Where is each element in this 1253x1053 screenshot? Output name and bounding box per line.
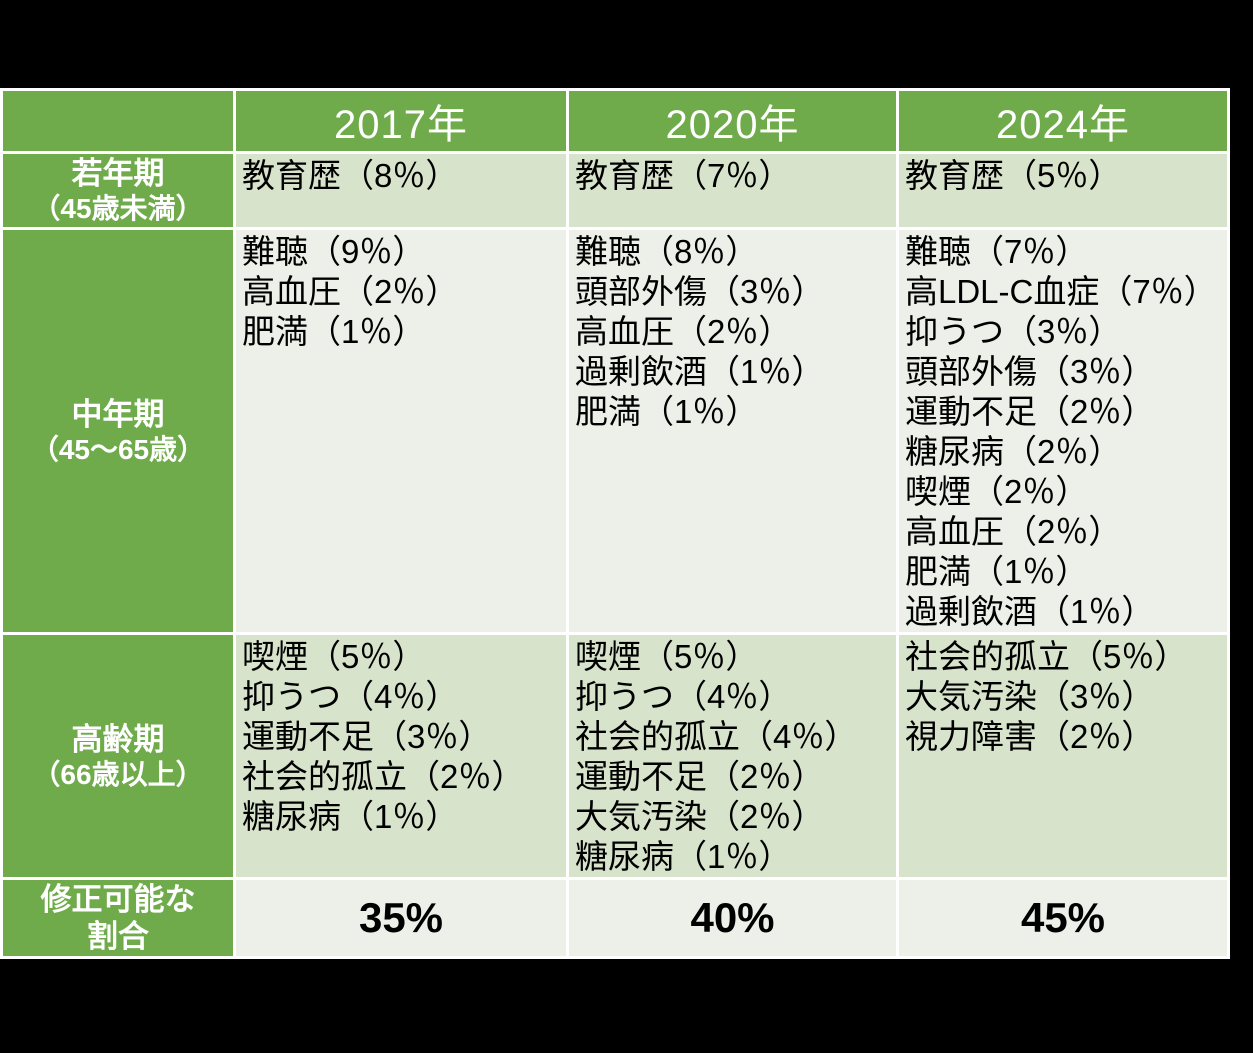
cell-mid-2017: 難聴（9％） 高血圧（2％） 肥満（1％） xyxy=(236,230,566,632)
cell-old-2017: 喫煙（5％） 抑うつ（4％） 運動不足（3％） 社会的孤立（2％） 糖尿病（1％） xyxy=(236,635,566,877)
row-label-text: 中年期 xyxy=(71,396,165,432)
row-label-subtext: （45歳未満） xyxy=(32,193,204,224)
table-row-young-age: 若年期 （45歳未満） 教育歴（8％） 教育歴（7％） 教育歴（5％） xyxy=(3,154,1227,227)
row-label-text: 高齢期 xyxy=(71,721,165,757)
row-label-subtext: （45～65歳） xyxy=(30,433,206,465)
column-header-2024: 2024年 xyxy=(899,91,1227,151)
row-label-text: 修正可能な xyxy=(40,882,196,917)
dementia-risk-factors-table: 2017年 2020年 2024年 若年期 （45歳未満） 教育歴（8％） 教育… xyxy=(0,88,1230,959)
cell-mid-2020: 難聴（8％） 頭部外傷（3％） 高血圧（2％） 過剰飲酒（1％） 肥満（1％） xyxy=(569,230,896,632)
row-label-subtext: （66歳以上） xyxy=(32,758,204,790)
cell-total-2024: 45% xyxy=(899,880,1227,956)
header-row: 2017年 2020年 2024年 xyxy=(3,91,1227,151)
cell-total-2020: 40% xyxy=(569,880,896,956)
cell-old-2020: 喫煙（5％） 抑うつ（4％） 社会的孤立（4％） 運動不足（2％） 大気汚染（2％） 糖尿… xyxy=(569,635,896,877)
row-label-young-age: 若年期 （45歳未満） xyxy=(3,154,233,227)
table-row-modifiable-total: 修正可能な 割合 35% 40% 45% xyxy=(3,880,1227,956)
cell-mid-2024: 難聴（7％） 高LDL-C血症（7％） 抑うつ（3％） 頭部外傷（3％） 運動不足（2％… xyxy=(899,230,1227,632)
column-header-2020: 2020年 xyxy=(569,91,896,151)
corner-cell xyxy=(3,91,233,151)
row-label-modifiable-total: 修正可能な 割合 xyxy=(3,880,233,956)
row-label-old-age: 高齢期 （66歳以上） xyxy=(3,635,233,877)
table-row-mid-age: 中年期 （45～65歳） 難聴（9％） 高血圧（2％） 肥満（1％） 難聴（8％）頭… xyxy=(3,230,1227,632)
cell-young-2017: 教育歴（8％） xyxy=(236,154,566,227)
cell-total-2017: 35% xyxy=(236,880,566,956)
row-label-text: 若年期 xyxy=(71,156,165,191)
column-header-2017: 2017年 xyxy=(236,91,566,151)
cell-old-2024: 社会的孤立（5％） 大気汚染（3％） 視力障害（2％） xyxy=(899,635,1227,877)
row-label-subtext: 割合 xyxy=(87,919,149,954)
row-label-mid-age: 中年期 （45～65歳） xyxy=(3,230,233,632)
cell-young-2020: 教育歴（7％） xyxy=(569,154,896,227)
cell-young-2024: 教育歴（5％） xyxy=(899,154,1227,227)
table-row-old-age: 高齢期 （66歳以上） 喫煙（5％） 抑うつ（4％） 運動不足（3％） 社会的孤立（2… xyxy=(3,635,1227,877)
